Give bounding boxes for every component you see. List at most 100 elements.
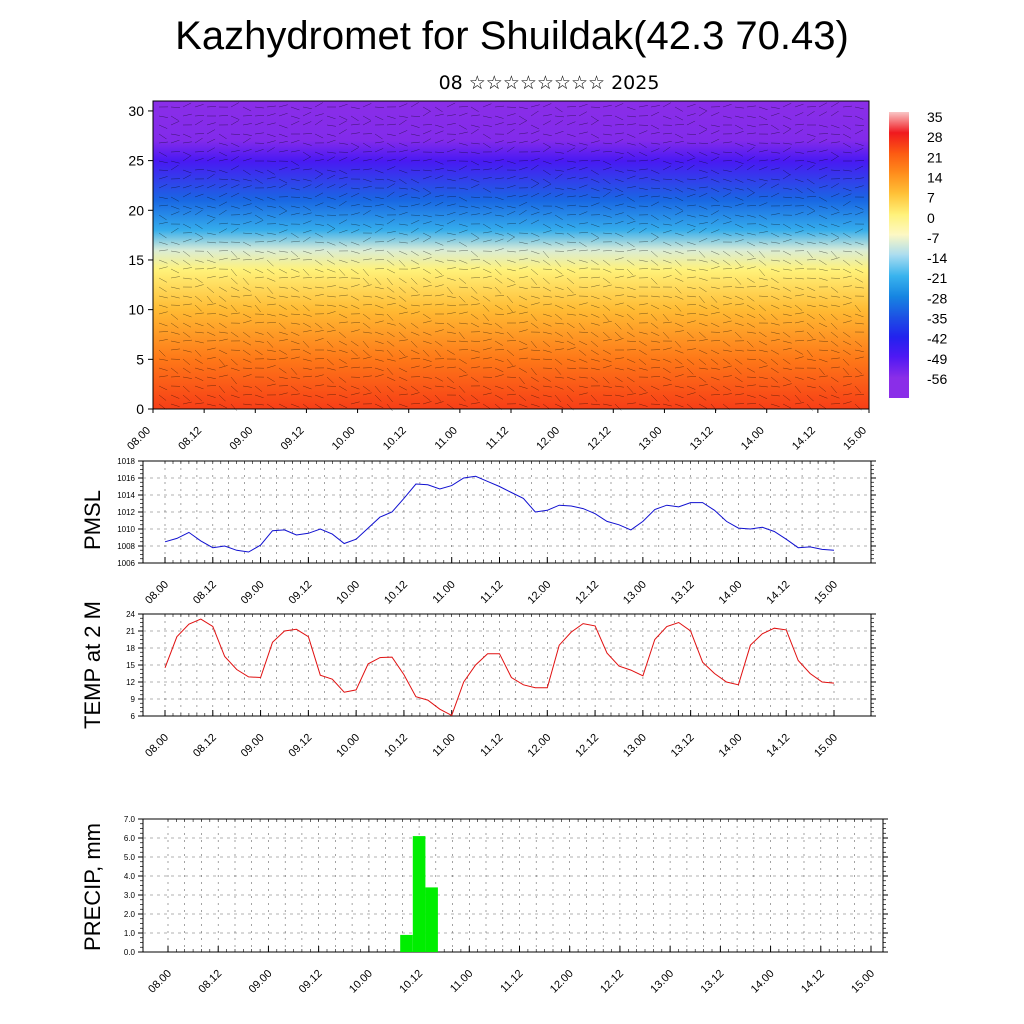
y-tick-label: 0.0 xyxy=(124,948,136,957)
x-tick-label: 13.12 xyxy=(669,579,697,607)
colorbar-segment xyxy=(889,255,909,276)
chart-subtitle: 08 ☆☆☆☆☆☆☆☆ 2025 xyxy=(438,72,660,94)
x-tick-label: 08.00 xyxy=(125,425,153,453)
precip-panel xyxy=(138,818,888,953)
x-tick-label: 09.00 xyxy=(227,425,255,453)
x-tick-label: 14.00 xyxy=(717,732,745,760)
y-tick-label: 20 xyxy=(128,202,144,218)
x-tick-label: 12.12 xyxy=(573,732,601,760)
x-tick-label: 09.00 xyxy=(239,579,267,607)
x-tick-label: 08.00 xyxy=(146,968,174,996)
y-tick-label: 1008 xyxy=(117,542,135,551)
colorbar-segment xyxy=(889,214,909,235)
pmsl-ylabel: PMSL xyxy=(80,490,105,550)
precip-bar xyxy=(425,887,438,952)
precip-ylabel: PRECIP, mm xyxy=(80,823,105,951)
y-tick-label: 3.0 xyxy=(124,891,136,900)
x-tick-label: 10.00 xyxy=(330,425,358,453)
y-tick-label: 30 xyxy=(128,103,144,119)
colorbar-label: 14 xyxy=(927,169,943,185)
colorbar-segment xyxy=(889,132,909,154)
x-tick-label: 11.00 xyxy=(430,579,457,606)
x-tick-label: 09.00 xyxy=(247,968,275,996)
y-tick-label: 2.0 xyxy=(124,910,136,919)
x-tick-label: 11.12 xyxy=(478,579,505,606)
colorbar-label: -49 xyxy=(927,351,947,367)
x-tick-label: 09.00 xyxy=(239,732,267,760)
x-tick-label: 10.00 xyxy=(334,732,362,760)
x-tick-label: 10.12 xyxy=(382,732,410,760)
colorbar-segment xyxy=(889,357,909,378)
y-tick-label: 1012 xyxy=(117,508,135,517)
x-tick-label: 12.00 xyxy=(534,425,562,453)
colorbar-label: -28 xyxy=(927,290,947,306)
x-tick-label: 09.12 xyxy=(287,579,315,607)
chart-title: Kazhydromet for Shuildak(42.3 70.43) xyxy=(175,14,849,58)
x-tick-label: 13.00 xyxy=(648,968,676,996)
y-tick-label: 1018 xyxy=(117,457,135,466)
x-tick-label: 10.12 xyxy=(381,425,409,453)
x-tick-label: 14.12 xyxy=(764,732,792,760)
x-tick-label: 14.12 xyxy=(764,579,792,607)
colorbar-label: 28 xyxy=(927,129,943,145)
y-tick-label: 1006 xyxy=(117,559,135,568)
colorbar-segment xyxy=(889,275,909,297)
x-tick-label: 13.00 xyxy=(621,732,649,760)
x-tick-label: 11.00 xyxy=(448,968,475,995)
y-tick-label: 12 xyxy=(126,678,135,687)
x-tick-label: 14.00 xyxy=(739,425,767,453)
x-tick-label: 12.12 xyxy=(573,579,601,607)
colorbar-label: 35 xyxy=(927,109,943,125)
x-tick-label: 11.12 xyxy=(498,968,525,995)
pmsl-series-line xyxy=(164,475,835,553)
y-tick-label: 6.0 xyxy=(124,834,136,843)
y-tick-label: 6 xyxy=(131,712,136,721)
x-tick-label: 13.12 xyxy=(699,968,727,996)
precip-bar xyxy=(412,836,426,952)
x-tick-label: 10.00 xyxy=(334,579,362,607)
colorbar-label: 0 xyxy=(927,210,935,226)
x-tick-label: 12.12 xyxy=(585,425,613,453)
x-tick-label: 08.00 xyxy=(143,579,171,607)
y-tick-label: 1010 xyxy=(117,525,135,534)
x-tick-label: 13.12 xyxy=(669,732,697,760)
precip-bar xyxy=(400,934,413,952)
x-tick-label: 15.00 xyxy=(812,579,840,607)
precip-frame xyxy=(142,818,884,953)
colorbar-segment xyxy=(889,112,909,133)
y-tick-label: 24 xyxy=(126,610,135,619)
y-tick-label: 15 xyxy=(126,661,135,670)
x-tick-label: 13.00 xyxy=(621,579,649,607)
x-tick-label: 12.00 xyxy=(548,968,576,996)
y-tick-label: 4.0 xyxy=(124,872,136,881)
colorbar-segment xyxy=(889,173,909,195)
heatmap-field xyxy=(153,101,869,409)
x-tick-label: 12.00 xyxy=(525,579,553,607)
y-tick-label: 1.0 xyxy=(124,929,136,938)
colorbar-segment xyxy=(889,234,909,256)
y-tick-label: 21 xyxy=(126,627,135,636)
temp-series-line xyxy=(164,618,835,717)
y-tick-label: 7.0 xyxy=(124,815,136,824)
x-tick-label: 14.00 xyxy=(749,968,777,996)
x-tick-label: 15.00 xyxy=(841,425,869,453)
x-tick-label: 11.00 xyxy=(433,425,460,452)
x-tick-label: 08.12 xyxy=(196,968,224,996)
x-tick-label: 12.12 xyxy=(598,968,626,996)
x-tick-label: 11.00 xyxy=(430,732,457,759)
x-tick-label: 14.12 xyxy=(799,968,827,996)
colorbar-label: -42 xyxy=(927,331,947,347)
colorbar-label: -7 xyxy=(927,230,940,246)
x-tick-label: 14.00 xyxy=(717,579,745,607)
pmsl-panel xyxy=(138,460,876,564)
colorbar-segment xyxy=(889,152,909,174)
y-tick-label: 1016 xyxy=(117,474,135,483)
colorbar-segment xyxy=(889,316,909,338)
colorbar-label: -21 xyxy=(927,270,947,286)
x-tick-label: 09.12 xyxy=(297,968,325,996)
colorbar-label: 7 xyxy=(927,190,935,206)
colorbar-label: 21 xyxy=(927,149,943,165)
colorbar-segment xyxy=(889,336,909,358)
y-tick-label: 10 xyxy=(128,302,144,318)
x-tick-label: 10.00 xyxy=(347,968,375,996)
